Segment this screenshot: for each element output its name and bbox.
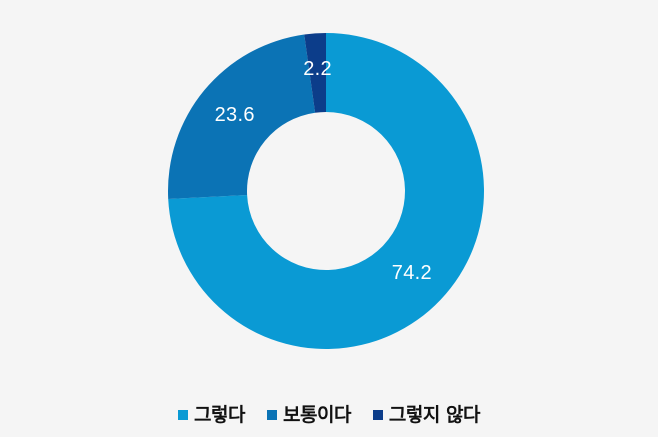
slice-yes <box>168 33 485 350</box>
legend-swatch-no-icon <box>372 410 383 420</box>
legend-item-no[interactable]: 그렇지 않다 <box>372 404 481 426</box>
legend-label-neutral: 보통이다 <box>283 404 351 426</box>
slice-neutral <box>168 34 316 199</box>
legend-swatch-neutral-icon <box>267 410 277 420</box>
slice-no <box>304 33 326 113</box>
data-label-yes: 74.2 <box>391 261 432 284</box>
donut-chart: 74.2 23.6 2.2 <box>168 33 485 350</box>
chart-legend: 그렇다 보통이다 그렇지 않다 <box>0 400 658 430</box>
legend-label-yes: 그렇다 <box>194 404 245 426</box>
donut-chart-graphic <box>168 33 485 350</box>
legend-swatch-yes-icon <box>178 410 189 420</box>
legend-item-yes[interactable]: 그렇다 <box>178 404 245 426</box>
legend-item-neutral[interactable]: 보통이다 <box>267 404 351 426</box>
data-label-neutral: 23.6 <box>214 104 255 127</box>
legend-label-no: 그렇지 않다 <box>388 404 481 426</box>
data-label-no: 2.2 <box>303 58 332 81</box>
